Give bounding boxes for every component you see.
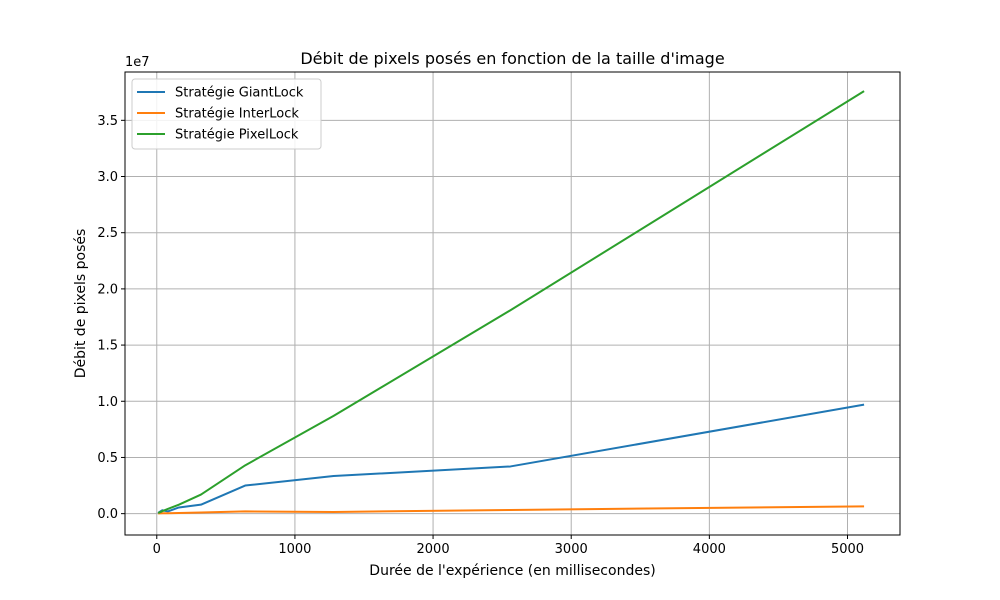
series-lines xyxy=(157,90,865,515)
y-tick-label: 1.0 xyxy=(97,395,118,410)
grid-lines xyxy=(125,72,900,535)
y-axis-offset-text: 1e7 xyxy=(125,55,150,70)
legend-label-1: Stratégie InterLock xyxy=(175,107,299,122)
x-axis-ticks: 0 1000 2000 3000 4000 5000 xyxy=(153,535,864,557)
y-tick-label: 3.5 xyxy=(97,114,118,129)
y-axis-label: Débit de pixels posés xyxy=(73,229,89,379)
y-tick-label: 3.0 xyxy=(97,170,118,185)
series-line-2 xyxy=(157,90,865,514)
legend-label-2: Stratégie PixelLock xyxy=(175,128,299,143)
x-tick-label: 5000 xyxy=(831,542,864,557)
legend-label-0: Stratégie GiantLock xyxy=(175,86,304,101)
legend-box xyxy=(131,78,322,150)
series-line-1 xyxy=(158,505,865,515)
legend: Stratégie GiantLock Stratégie InterLock St… xyxy=(131,78,322,150)
y-axis-ticks: 0.0 0.5 1.0 1.5 2.0 2.5 3.0 3.5 xyxy=(97,114,125,522)
y-tick-label: 2.5 xyxy=(97,226,118,241)
x-tick-label: 3000 xyxy=(555,542,588,557)
plot-area-frame xyxy=(124,71,901,536)
x-tick-label: 2000 xyxy=(417,542,450,557)
x-tick-label: 4000 xyxy=(693,542,726,557)
chart-title: Débit de pixels posés en fonction de la … xyxy=(300,49,724,68)
y-tick-label: 0.5 xyxy=(97,451,118,466)
y-tick-label: 1.5 xyxy=(97,339,118,354)
x-tick-label: 1000 xyxy=(278,542,311,557)
y-tick-label: 0.0 xyxy=(97,507,118,522)
x-tick-label: 0 xyxy=(153,542,161,557)
x-axis-label: Durée de l'expérience (en millisecondes) xyxy=(369,563,655,579)
y-tick-label: 2.0 xyxy=(97,282,118,297)
